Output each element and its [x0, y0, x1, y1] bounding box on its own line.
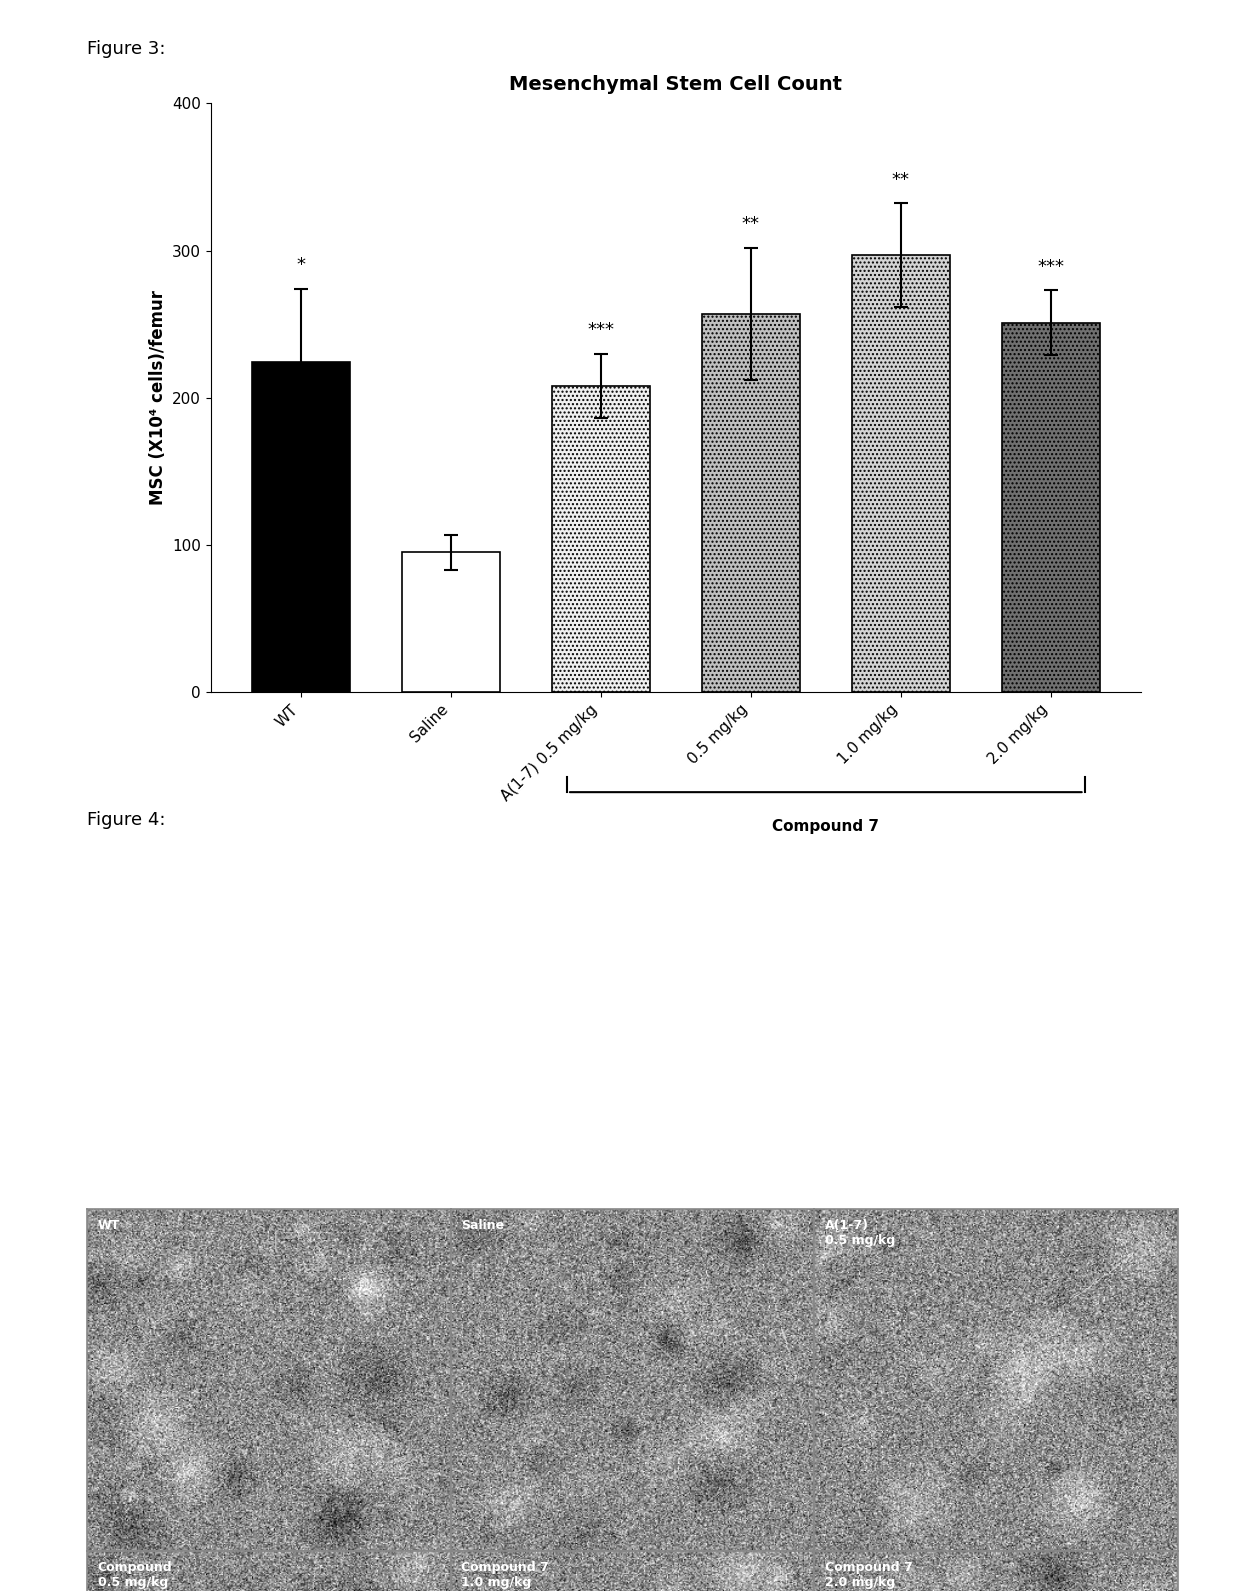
Text: A(1-7)
0.5 mg/kg: A(1-7) 0.5 mg/kg: [825, 1219, 895, 1247]
Title: Mesenchymal Stem Cell Count: Mesenchymal Stem Cell Count: [510, 75, 842, 94]
Text: Saline: Saline: [461, 1219, 505, 1233]
Text: **: **: [892, 170, 910, 189]
Text: Compound 7
1.0 mg/kg: Compound 7 1.0 mg/kg: [461, 1561, 549, 1589]
Text: Compound 7: Compound 7: [773, 819, 879, 834]
Text: *: *: [296, 256, 305, 274]
Bar: [252, 363, 350, 692]
Y-axis label: MSC (X10⁴ cells)/femur: MSC (X10⁴ cells)/femur: [149, 290, 166, 506]
Bar: [852, 255, 950, 692]
Text: Compound 7
2.0 mg/kg: Compound 7 2.0 mg/kg: [825, 1561, 913, 1589]
Bar: [552, 387, 650, 692]
Text: **: **: [742, 215, 760, 232]
Bar: [702, 313, 800, 692]
Text: Figure 3:: Figure 3:: [87, 40, 165, 57]
Bar: [402, 552, 500, 692]
Text: WT: WT: [98, 1219, 120, 1233]
Text: ***: ***: [1038, 258, 1064, 275]
Text: Figure 4:: Figure 4:: [87, 811, 165, 829]
Text: ***: ***: [588, 321, 614, 339]
Text: Compound
0.5 mg/kg: Compound 0.5 mg/kg: [98, 1561, 172, 1589]
Bar: [1002, 323, 1100, 692]
